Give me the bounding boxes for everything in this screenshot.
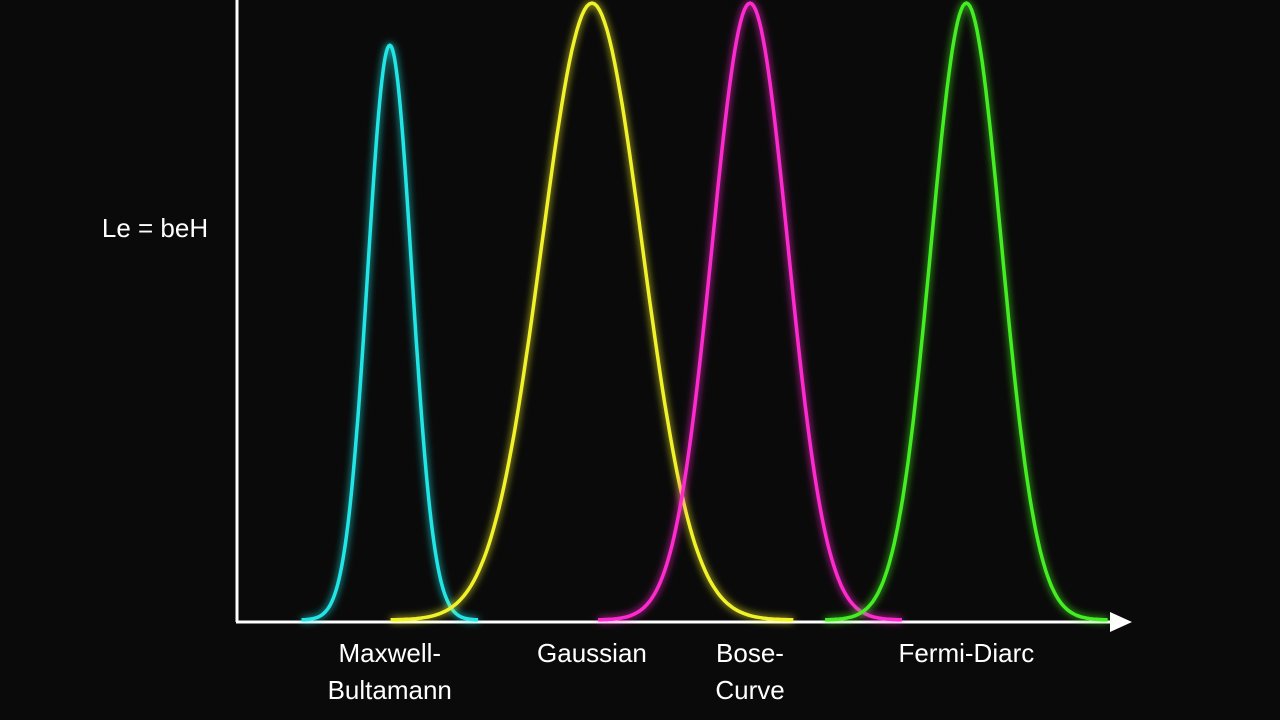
curve [390,1,794,622]
curve [301,43,479,622]
y-axis-label: Le = beH [102,213,208,243]
curve-label: Fermi-Diarc [898,638,1034,668]
curve-label: Gaussian [537,638,647,668]
curve [598,1,902,622]
curve-label: Bose-Curve [715,638,784,705]
x-axis-arrow [1110,612,1132,632]
curve-label: Maxwell-Bultamann [328,638,452,705]
curve [824,1,1108,622]
